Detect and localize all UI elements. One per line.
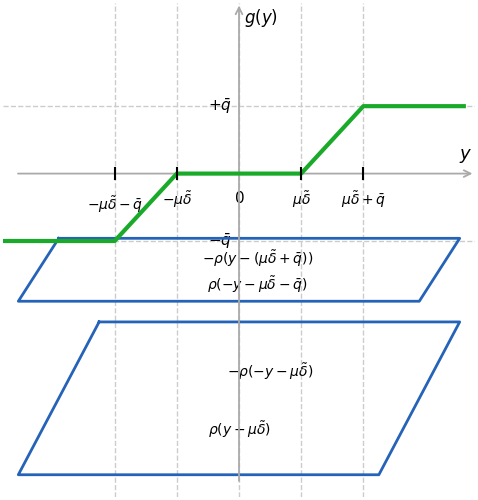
Text: $-\bar{q}$: $-\bar{q}$ xyxy=(207,232,231,250)
Text: $\rho(-y-\mu\tilde{\delta}-\bar{q})$: $\rho(-y-\mu\tilde{\delta}-\bar{q})$ xyxy=(207,274,308,295)
Text: $\rho(y-\mu\tilde{\delta})$: $\rho(y-\mu\tilde{\delta})$ xyxy=(207,420,271,440)
Text: $y$: $y$ xyxy=(459,146,472,164)
Text: $-\rho(y-(\mu\tilde{\delta}+\bar{q}))$: $-\rho(y-(\mu\tilde{\delta}+\bar{q}))$ xyxy=(202,248,313,270)
Text: $0$: $0$ xyxy=(234,190,244,206)
Text: $-\mu\tilde{\delta}-\bar{q}$: $-\mu\tilde{\delta}-\bar{q}$ xyxy=(87,194,143,215)
Text: $+\bar{q}$: $+\bar{q}$ xyxy=(207,96,231,116)
Text: $-\rho(-y-\mu\tilde{\delta})$: $-\rho(-y-\mu\tilde{\delta})$ xyxy=(227,361,313,382)
Text: $g(y)$: $g(y)$ xyxy=(244,8,278,30)
Text: $\mu\tilde{\delta}+\bar{q}$: $\mu\tilde{\delta}+\bar{q}$ xyxy=(341,190,386,210)
Text: $\mu\tilde{\delta}$: $\mu\tilde{\delta}$ xyxy=(292,190,311,210)
Text: $-\mu\tilde{\delta}$: $-\mu\tilde{\delta}$ xyxy=(162,190,192,210)
